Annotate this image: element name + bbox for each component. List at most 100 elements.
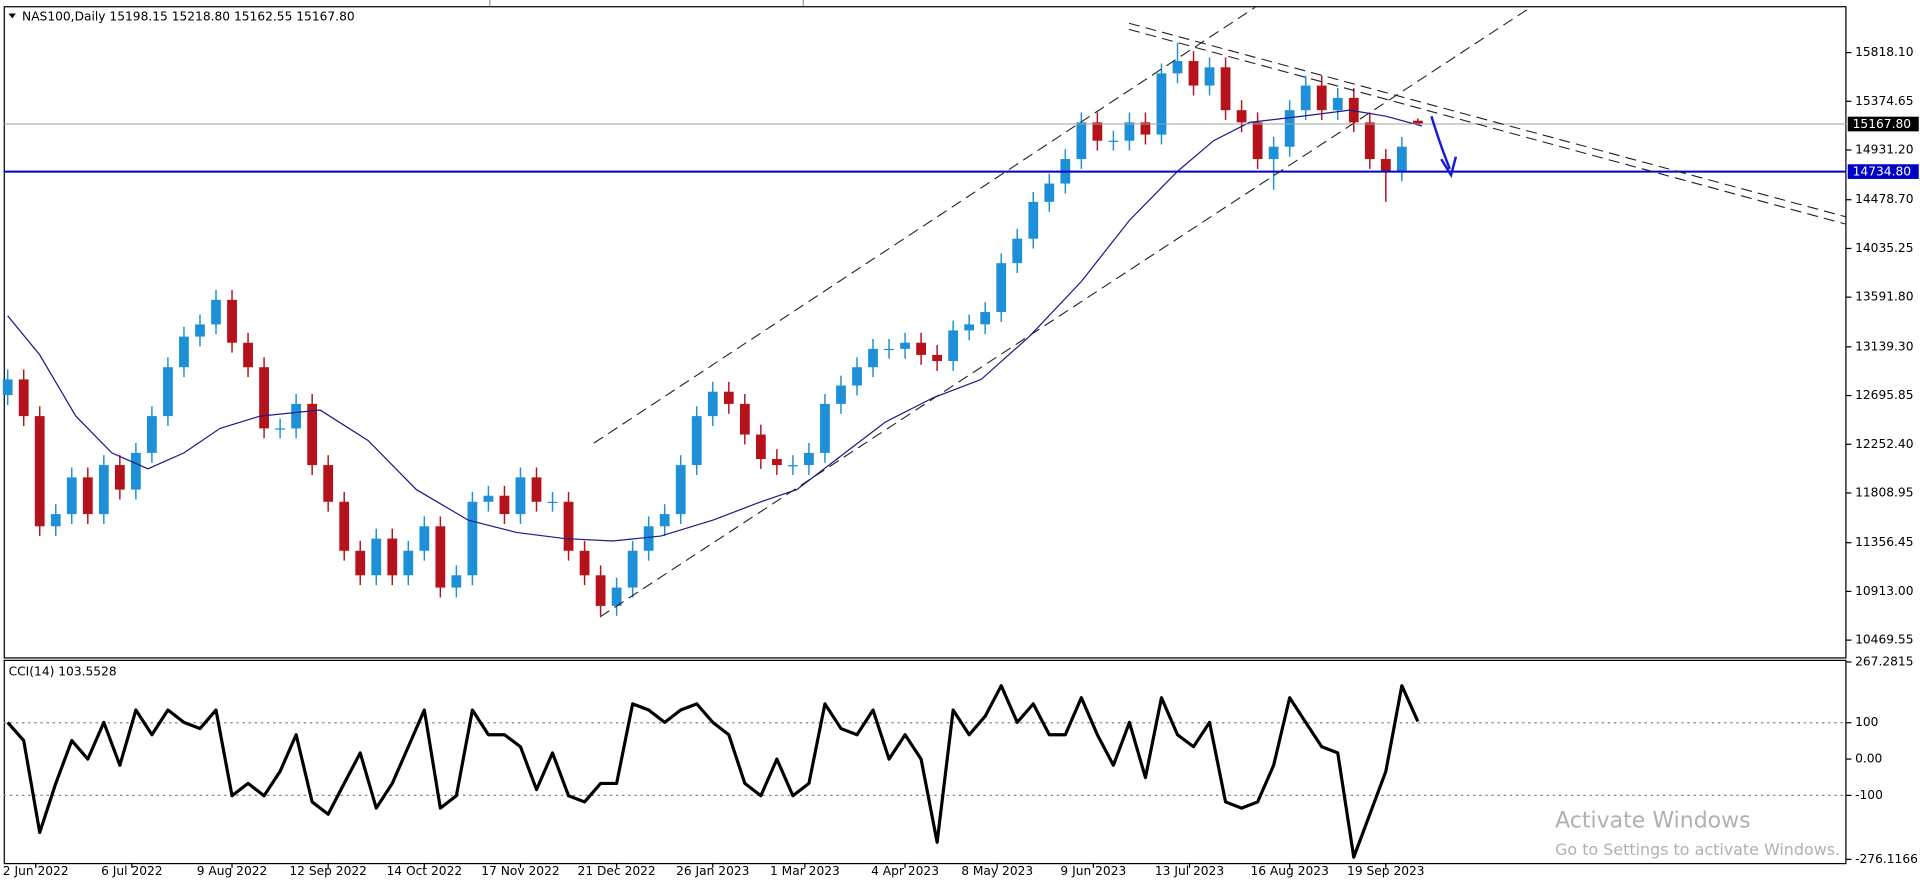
candle-body [1284, 110, 1295, 147]
x-tick-label: 9 Aug 2022 [197, 864, 268, 878]
trend-line [599, 6, 1531, 618]
cci-line [6, 684, 1420, 859]
x-tick-label: 16 Aug 2023 [1250, 864, 1328, 878]
candle-body [611, 587, 622, 606]
watermark-subtitle: Go to Settings to activate Windows. [1555, 840, 1840, 859]
candle-body [916, 342, 926, 355]
candle-body [707, 391, 718, 417]
candle-body [435, 526, 446, 588]
candle-body [275, 428, 285, 430]
candle-body [643, 526, 654, 551]
arrow [1430, 115, 1451, 170]
price-label: 14734.80 [1853, 165, 1911, 179]
candle-body [771, 459, 782, 466]
candle-body [1300, 85, 1311, 111]
price-frame [3, 6, 1847, 659]
price-label: 15167.80 [1853, 117, 1911, 131]
candle-body [419, 526, 430, 551]
candle-body [1076, 122, 1087, 160]
candle-body [659, 514, 670, 527]
candle-body [755, 434, 766, 460]
y-tick-label: 10469.55 [1855, 633, 1913, 647]
candle-body [339, 501, 350, 551]
candle-body [563, 501, 574, 551]
candle-body [1028, 201, 1039, 239]
candle-body [1140, 122, 1151, 135]
candle-body [996, 263, 1007, 313]
candle-body [1348, 97, 1359, 123]
candle-body [804, 452, 814, 466]
y-tick-label: 11808.95 [1855, 485, 1913, 499]
candle-body [18, 379, 29, 417]
candle-body [595, 575, 606, 606]
candle-body [34, 416, 45, 527]
menu-triangle[interactable] [8, 13, 16, 19]
x-tick-label: 14 Oct 2022 [386, 864, 462, 878]
candle-body [1172, 61, 1183, 74]
candle-body [1252, 122, 1263, 160]
candle-body [114, 465, 125, 490]
x-tick-label: 8 May 2023 [961, 864, 1033, 878]
candle-body [868, 348, 878, 368]
price-label-box [1847, 164, 1919, 179]
y-tick-label: 100 [1855, 715, 1878, 729]
x-tick-label: 9 Jun 2023 [1060, 864, 1126, 878]
candle-body [147, 416, 157, 453]
y-tick-label: 15374.65 [1855, 94, 1913, 108]
chart-title: NAS100,Daily 15198.15 15218.80 15162.55 … [22, 10, 355, 24]
candle-body [627, 550, 638, 588]
candle-body [820, 403, 830, 453]
candle-body [467, 501, 478, 576]
x-tick-label: 26 Jan 2023 [676, 864, 749, 878]
candle-body [1092, 122, 1103, 141]
candle-body [579, 550, 590, 576]
candle-body [1396, 146, 1407, 172]
x-tick-label: 2 Jun 2022 [3, 864, 69, 878]
candle-body [1188, 61, 1199, 86]
moving-average [7, 109, 1423, 542]
y-tick-label: 13591.80 [1855, 290, 1913, 304]
candle-body [691, 416, 702, 466]
y-tick-label: -276.1166 [1855, 852, 1918, 866]
candle-body [243, 342, 253, 368]
candle-body [1044, 183, 1055, 202]
candle-body [723, 391, 734, 404]
y-tick-label: 10913.00 [1855, 584, 1913, 598]
candle-body [1412, 120, 1423, 125]
candle-body [948, 330, 959, 362]
y-tick-label: 14035.25 [1855, 241, 1913, 255]
candle-body [195, 324, 205, 337]
candle-body [884, 348, 894, 351]
candle-body [1156, 73, 1167, 135]
candle-body [1012, 238, 1023, 264]
candle-body [852, 367, 862, 386]
candle-body [531, 477, 542, 502]
candle-body [50, 514, 61, 527]
y-tick-label: 12252.40 [1855, 437, 1913, 451]
y-tick-label: -100 [1855, 788, 1883, 802]
candle-body [1204, 67, 1215, 86]
y-tick-label: 15818.10 [1855, 45, 1913, 59]
price-label-box [1847, 116, 1919, 132]
candle-body [307, 403, 318, 466]
candle-body [739, 403, 750, 435]
candle-body [66, 477, 77, 515]
candle-body [499, 495, 510, 515]
candle-body [515, 477, 526, 515]
trend-line [1128, 28, 1846, 225]
candle-body [451, 575, 462, 588]
candle-body [1332, 97, 1343, 111]
candle-body [179, 336, 189, 368]
candle-body [211, 299, 221, 325]
watermark-title: Activate Windows [1555, 808, 1751, 833]
cci-title: CCI(14) 103.5528 [9, 665, 117, 679]
candle-body [355, 550, 366, 576]
candle-body [980, 312, 991, 325]
candle-body [403, 550, 414, 576]
candle-body [387, 538, 398, 576]
x-tick-label: 17 Nov 2022 [481, 864, 559, 878]
y-tick-label: 14478.70 [1855, 192, 1913, 206]
candle-body [259, 367, 269, 429]
